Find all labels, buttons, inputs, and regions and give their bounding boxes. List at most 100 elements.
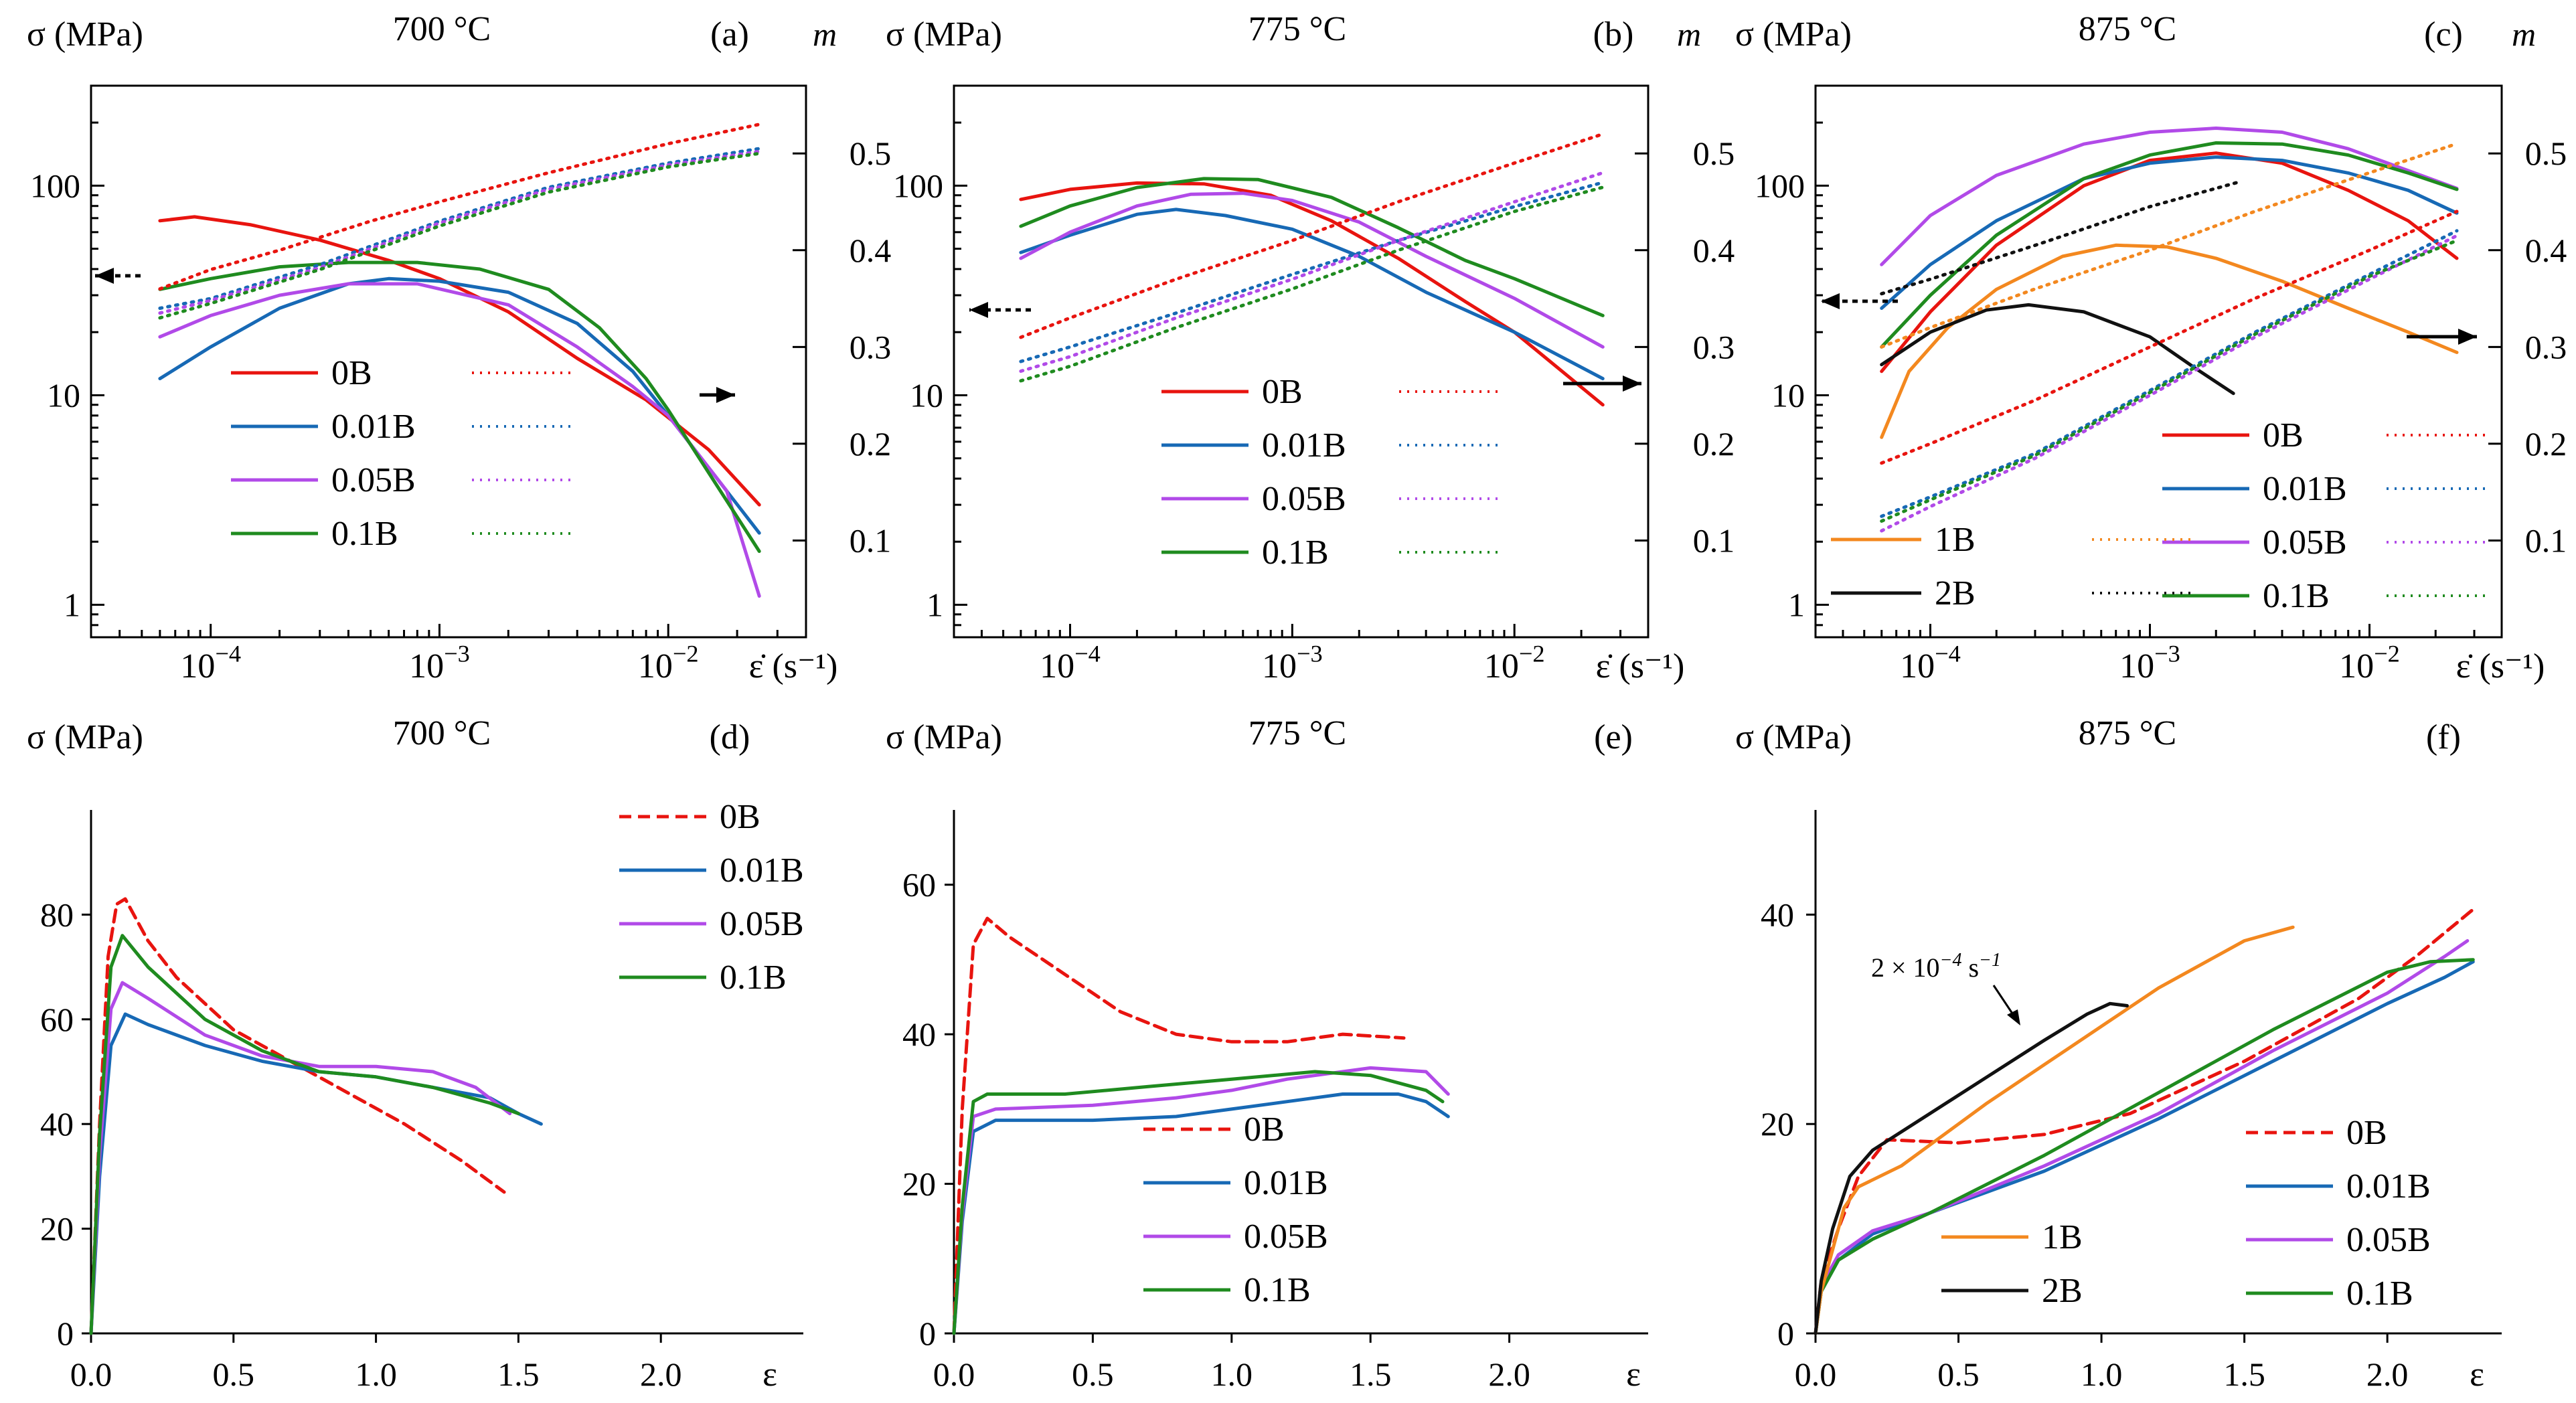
x-tick-label: 1.5 [1350, 1355, 1392, 1393]
series-0.01B-m [1019, 181, 1605, 363]
legend-item-0B: 0B [2246, 1114, 2387, 1152]
x-tick-label: 2.0 [640, 1355, 682, 1393]
legend-label: 0.05B [720, 905, 804, 943]
series-0B-stress [1019, 181, 1605, 407]
y-tick-label: 40 [1761, 896, 1794, 933]
legend-item-0B: 0B [1143, 1110, 1285, 1149]
series-0.05B-stress [158, 282, 761, 598]
panel-letter: (d) [710, 718, 750, 756]
annotation-pointer [1992, 985, 2016, 1018]
y-axis-label: σ (MPa) [1735, 15, 1852, 54]
y-tick-label: 100 [893, 167, 943, 204]
legend-label: 2B [2042, 1272, 2083, 1310]
series-0.1B-m [1880, 238, 2459, 523]
x-tick-label: 0.5 [1937, 1355, 1980, 1393]
y-axis-label: σ (MPa) [886, 718, 1002, 756]
x-tick-label: 1.5 [2223, 1355, 2265, 1393]
series-0.1B-stress [1019, 177, 1605, 317]
panel-letter: (a) [710, 15, 749, 54]
x-tick-label: 0.5 [1072, 1355, 1114, 1393]
x-tick-label: 0.0 [70, 1355, 112, 1393]
y-tick-label: 100 [30, 167, 80, 204]
panel-title: 700 °C [393, 10, 491, 48]
series-0.1B [89, 934, 520, 1335]
series-0.1B [1814, 958, 2475, 1335]
legend-label: 2B [1935, 574, 1976, 612]
panel-letter: (e) [1594, 718, 1633, 756]
legend-item-0B: 0B [2162, 416, 2487, 455]
y2-tick-label: 0.4 [1693, 232, 1735, 269]
legend-label: 0.01B [720, 851, 804, 890]
legend-item-1B: 1B [1941, 1218, 2083, 1256]
legend-label: 0.01B [1244, 1164, 1328, 1202]
arrow-left-stress [1821, 293, 1898, 309]
y-axis-label: σ (MPa) [27, 718, 143, 756]
panel-title: 775 °C [1249, 10, 1346, 48]
legend-item-0.01B: 0.01B [2246, 1167, 2431, 1206]
legend-item-0.05B: 0.05B [2246, 1221, 2431, 1259]
series-2B-stress [1880, 303, 2235, 396]
y-tick-label: 60 [902, 866, 936, 904]
series-0B-stress [1880, 151, 2459, 374]
legend-item-0.1B: 0.1B [2162, 577, 2487, 615]
series-0.05B-stress [1019, 191, 1605, 349]
x-axis-label: ε [2470, 1355, 2484, 1394]
arrow-head [2458, 329, 2477, 345]
legend-item-0.1B: 0.1B [2246, 1274, 2413, 1313]
legend-label: 0B [2346, 1114, 2387, 1152]
series-0.1B-m [1019, 185, 1605, 383]
arrow-head [716, 387, 735, 403]
y-axis-label: σ (MPa) [27, 15, 143, 54]
x-tick-label: 10−2 [2339, 641, 2400, 685]
series-0.01B-m [158, 147, 761, 310]
x-tick-label: 10−2 [1484, 641, 1545, 685]
y-tick-label: 10 [47, 376, 80, 414]
x-tick-label: 10−3 [1262, 641, 1323, 685]
series-0B-stress [158, 215, 761, 507]
series-0.01B-stress [158, 276, 761, 535]
panel-d: σ (MPa) 700 °C (d) ε 0.0 0.5 1.0 1.5 2.0 0 20 40 60 8… [27, 714, 804, 1394]
legend-item-0.1B: 0.1B [619, 959, 787, 997]
x-tick-label: 2.0 [2366, 1355, 2409, 1393]
plot-frame [90, 84, 807, 639]
x-tick-label: 1.0 [2081, 1355, 2123, 1393]
y-tick-label: 20 [40, 1210, 74, 1248]
legend-label: 0B [720, 798, 760, 836]
y-tick-label: 1 [1788, 586, 1805, 624]
series-0.05B-m [1019, 171, 1605, 373]
y-tick-label: 0 [919, 1315, 936, 1352]
legend-label: 0.1B [331, 515, 398, 553]
series-2B [1814, 1001, 2129, 1335]
legend-item-1B: 1B [1831, 521, 2192, 559]
series-0.01B [89, 1012, 543, 1335]
y2-tick-label: 0.1 [1693, 521, 1735, 559]
series-0.01B-stress [1880, 155, 2459, 310]
legend-item-0.01B: 0.01B [619, 851, 804, 890]
y2-tick-label: 0.1 [2525, 521, 2567, 559]
plot-frame [1814, 84, 2503, 639]
y2-tick-label: 0.5 [2525, 135, 2567, 172]
arrow-right-m [1563, 376, 1641, 392]
y2-tick-label: 0.1 [850, 521, 892, 559]
x-tick-label: 1.0 [1211, 1355, 1253, 1393]
y2-tick-label: 0.2 [1693, 425, 1735, 463]
panel-f: σ (MPa) 875 °C (f) ε 0.0 0.5 1.0 1.5 2.0 0 20 40 0B 0… [1735, 714, 2502, 1394]
x-tick-label: 10−4 [1900, 641, 1961, 685]
annotation-strain-rate: 2 × 10−4 s−1 [1871, 950, 2001, 983]
legend-item-0.1B: 0.1B [1161, 533, 1500, 572]
legend-label: 1B [2042, 1218, 2083, 1256]
series-0B [89, 897, 506, 1335]
annotation-pointer-head [2007, 1009, 2020, 1025]
series-0.05B-m [1880, 234, 2459, 533]
legend-label: 0.01B [2263, 470, 2347, 508]
legend-item-0.05B: 0.05B [231, 461, 572, 499]
legend-label: 0.1B [720, 959, 787, 997]
x-tick-label: 1.0 [355, 1355, 397, 1393]
legend-label: 0B [1244, 1110, 1285, 1149]
series-0.1B-stress [1880, 141, 2459, 349]
series-0B-m [1019, 132, 1605, 339]
series-0B [952, 916, 1406, 1335]
series-0B-m [158, 122, 761, 291]
legend-item-0B: 0B [231, 354, 572, 392]
